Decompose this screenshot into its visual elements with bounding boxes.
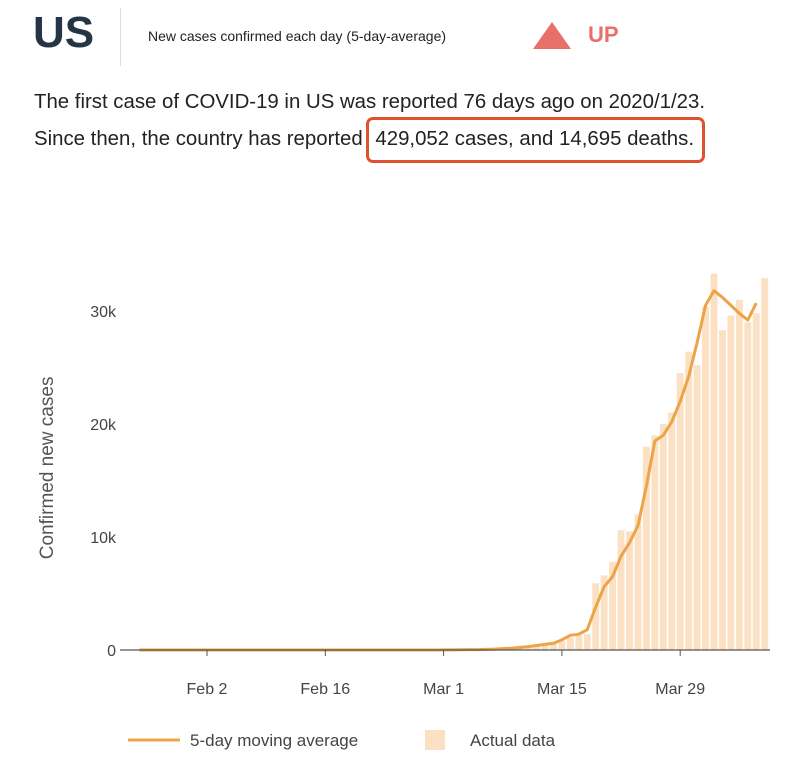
bar [533,645,541,650]
bar [609,561,617,650]
x-tick-label: Mar 29 [655,681,705,698]
bar [541,644,549,650]
y-axis-label: Confirmed new cases [37,377,58,560]
bar [727,315,735,650]
bar [600,575,608,650]
bar [490,648,498,650]
summary-text: Since then, the country has reported [34,128,363,150]
bar [752,313,760,650]
bar [642,446,650,650]
x-tick-label: Mar 15 [537,681,587,698]
bar [668,412,676,650]
line [139,289,758,652]
bar [659,424,667,650]
bar [744,322,752,650]
y-tick-label: 30k [90,304,117,321]
bar [566,637,574,650]
bar [558,641,566,650]
bar [575,635,583,650]
summary-line: The first case of COVID-19 in US was rep… [34,91,705,113]
title: US [33,8,95,57]
bar [685,351,693,650]
bar [693,365,701,650]
y-tick-label: 0 [107,643,116,660]
trend-icon [533,22,571,49]
bar [524,646,532,650]
bar [592,583,600,650]
bar [718,330,726,650]
bar [626,531,633,650]
bar [549,643,557,650]
bar [735,299,743,650]
bar [507,649,515,650]
x-tick-label: Feb 2 [187,681,228,698]
bar [583,634,591,650]
bar [676,373,684,650]
y-tick-label: 20k [90,417,117,434]
summary-line: Since then, the country has reported 429… [34,117,705,163]
bar [473,649,481,650]
highlight: 429,052 cases, and 14,695 deaths. [366,117,705,163]
x-tick-label: Mar 1 [423,681,464,698]
bar [499,648,507,650]
legend-label: 5-day moving average [190,731,358,750]
trend: UP [588,22,619,47]
legend-label: Actual data [470,731,556,750]
bar [710,273,718,650]
bar [516,645,524,650]
bar [651,435,659,650]
bar [702,306,710,650]
x-tick-label: Feb 16 [300,681,350,698]
bar [634,514,642,650]
bar [761,278,769,650]
x-year-label: 2020 [189,705,225,722]
y-tick-label: 10k [90,530,117,547]
bar [617,530,625,650]
bar [482,649,490,650]
legend-swatch [425,730,445,750]
subtitle: New cases confirmed each day (5-day-aver… [148,28,447,44]
divider [120,8,121,66]
